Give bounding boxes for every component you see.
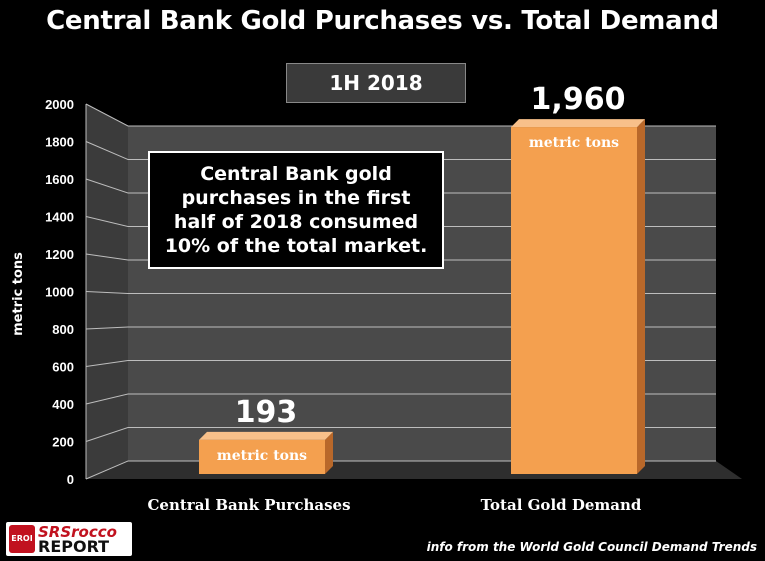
logo-text-top: SRSrocco [38, 523, 117, 541]
y-tick-label: 0 [67, 472, 74, 487]
bar-top [199, 431, 333, 440]
y-tick-label: 1200 [45, 247, 74, 262]
annotation-line: purchases in the first [181, 187, 411, 209]
y-axis-label: metric tons [11, 252, 26, 336]
x-axis-categories: Central Bank Purchases Total Gold Demand [147, 496, 641, 514]
y-tick-label: 1800 [45, 135, 74, 150]
y-tick-label: 1600 [45, 172, 74, 187]
bar-unit-label: metric tons [217, 448, 307, 464]
y-tick-label: 200 [52, 435, 74, 450]
bar [199, 439, 325, 474]
chart-title: Central Bank Gold Purchases vs. Total De… [46, 6, 719, 36]
annotation-line: Central Bank gold [200, 163, 392, 185]
x-category-label: Total Gold Demand [481, 496, 642, 514]
y-axis-ticks: 0 200 400 600 800 1000 1200 1400 1600 1800 2000 [45, 97, 74, 487]
bar-unit-label: metric tons [529, 135, 619, 151]
y-tick-label: 800 [52, 322, 74, 337]
y-tick-label: 400 [52, 397, 74, 412]
annotation-line: 10% of the total market. [164, 235, 428, 257]
y-tick-label: 2000 [45, 97, 74, 112]
bar-top [511, 119, 645, 128]
annotation-box: Central Bank gold purchases in the first… [148, 151, 444, 269]
x-category-label: Central Bank Purchases [147, 496, 350, 514]
y-tick-label: 1400 [45, 210, 74, 225]
source-note: info from the World Gold Council Demand … [426, 540, 757, 554]
bar-value-label: 193 [235, 395, 298, 430]
annotation-line: half of 2018 consumed [173, 211, 419, 233]
bars: metric tons 193 metric tons 1,960 [199, 82, 645, 474]
bar-value-label: 1,960 [531, 82, 626, 117]
bar-side [637, 119, 645, 474]
period-label: 1H 2018 [286, 63, 466, 103]
bar [511, 127, 637, 474]
bar-side [325, 431, 333, 474]
y-tick-label: 600 [52, 360, 74, 375]
plot-side-wall [86, 104, 128, 479]
srsrocco-logo: EROI SRSrocco REPORT [6, 522, 132, 556]
logo-mark-icon: EROI [9, 525, 35, 553]
y-tick-label: 1000 [45, 285, 74, 300]
logo-text-bottom: REPORT [38, 537, 110, 556]
